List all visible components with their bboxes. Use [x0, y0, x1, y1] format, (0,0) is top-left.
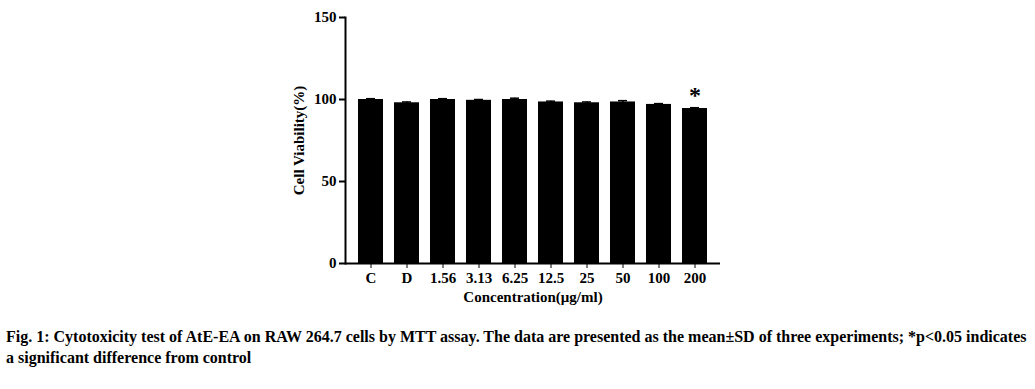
svg-text:12.5: 12.5	[538, 270, 564, 286]
svg-text:0: 0	[329, 255, 337, 271]
svg-text:200: 200	[684, 270, 707, 286]
svg-text:50: 50	[616, 270, 631, 286]
svg-text:6.25: 6.25	[502, 270, 528, 286]
svg-text:C: C	[366, 270, 377, 286]
svg-text:50: 50	[322, 173, 337, 189]
svg-text:100: 100	[314, 91, 337, 107]
svg-text:150: 150	[314, 9, 337, 25]
svg-text:3.13: 3.13	[466, 270, 492, 286]
svg-text:*: *	[689, 82, 701, 108]
svg-text:1.56: 1.56	[430, 270, 457, 286]
svg-text:100: 100	[648, 270, 671, 286]
svg-text:25: 25	[580, 270, 595, 286]
html-text:Fig. 1: Cytotoxicity test of A: Fig. 1: Cytotoxicity test of AtE-EA on R…	[6, 328, 1027, 366]
svg-text:D: D	[402, 270, 413, 286]
svg-text:Concentration(μg/ml): Concentration(μg/ml)	[463, 289, 602, 306]
svg-text:Cell Viability(%): Cell Viability(%)	[291, 86, 308, 196]
